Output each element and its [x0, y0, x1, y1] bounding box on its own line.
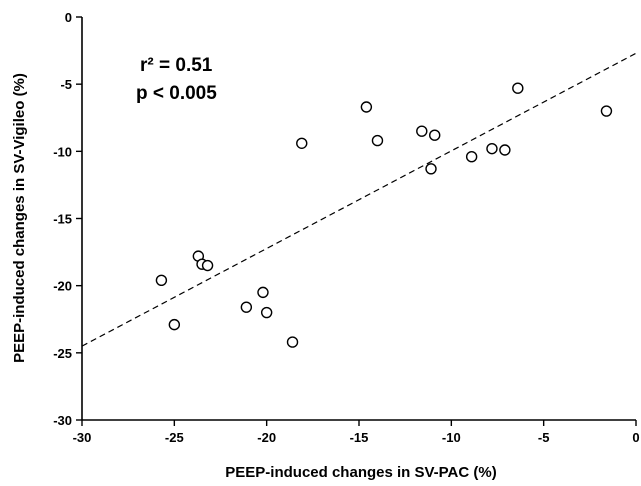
data-point — [201, 259, 214, 272]
y-tick-label: 0 — [65, 10, 72, 25]
x-tick-label: -10 — [442, 430, 461, 445]
y-tick-label: -20 — [53, 279, 72, 294]
data-point — [465, 151, 478, 163]
x-tick-label: -15 — [350, 430, 369, 445]
x-tick-label: -25 — [165, 430, 184, 445]
data-point — [425, 163, 437, 175]
data-point — [260, 306, 273, 319]
data-point — [168, 318, 181, 331]
x-tick-label: -20 — [257, 430, 276, 445]
data-point — [600, 105, 613, 117]
data-point — [486, 142, 498, 155]
data-point — [512, 82, 524, 94]
data-point — [296, 137, 308, 149]
data-points — [155, 82, 613, 348]
data-point — [429, 129, 441, 141]
y-axis-title: PEEP-induced changes in SV-Vigileo (%) — [11, 73, 28, 363]
data-point — [371, 134, 384, 147]
p-value-annotation: p < 0.005 — [136, 83, 217, 104]
x-tick-label: -5 — [538, 430, 550, 445]
x-tick-label: 0 — [632, 430, 639, 445]
axes: -30 -25 -20 -15 -10 -5 0 -30 -25 -20 -15 -10 -5 0 — [53, 10, 639, 445]
data-point — [360, 101, 373, 113]
y-tick-label: -10 — [53, 144, 72, 159]
r-squared-annotation: r² = 0.51 — [140, 55, 213, 76]
data-point — [257, 286, 269, 299]
data-point — [155, 274, 168, 286]
y-tick-label: -5 — [60, 77, 72, 92]
y-tick-label: -25 — [53, 346, 72, 361]
y-tick-label: -30 — [53, 413, 72, 428]
y-tick-label: -15 — [53, 212, 72, 227]
x-axis-title: PEEP-induced changes in SV-PAC (%) — [225, 464, 496, 481]
trendline — [81, 52, 637, 347]
data-point — [499, 144, 511, 156]
data-point — [286, 336, 299, 348]
data-point — [416, 125, 428, 137]
x-tick-label: -30 — [73, 430, 92, 445]
data-point — [240, 301, 253, 313]
trendline-group — [81, 52, 637, 347]
